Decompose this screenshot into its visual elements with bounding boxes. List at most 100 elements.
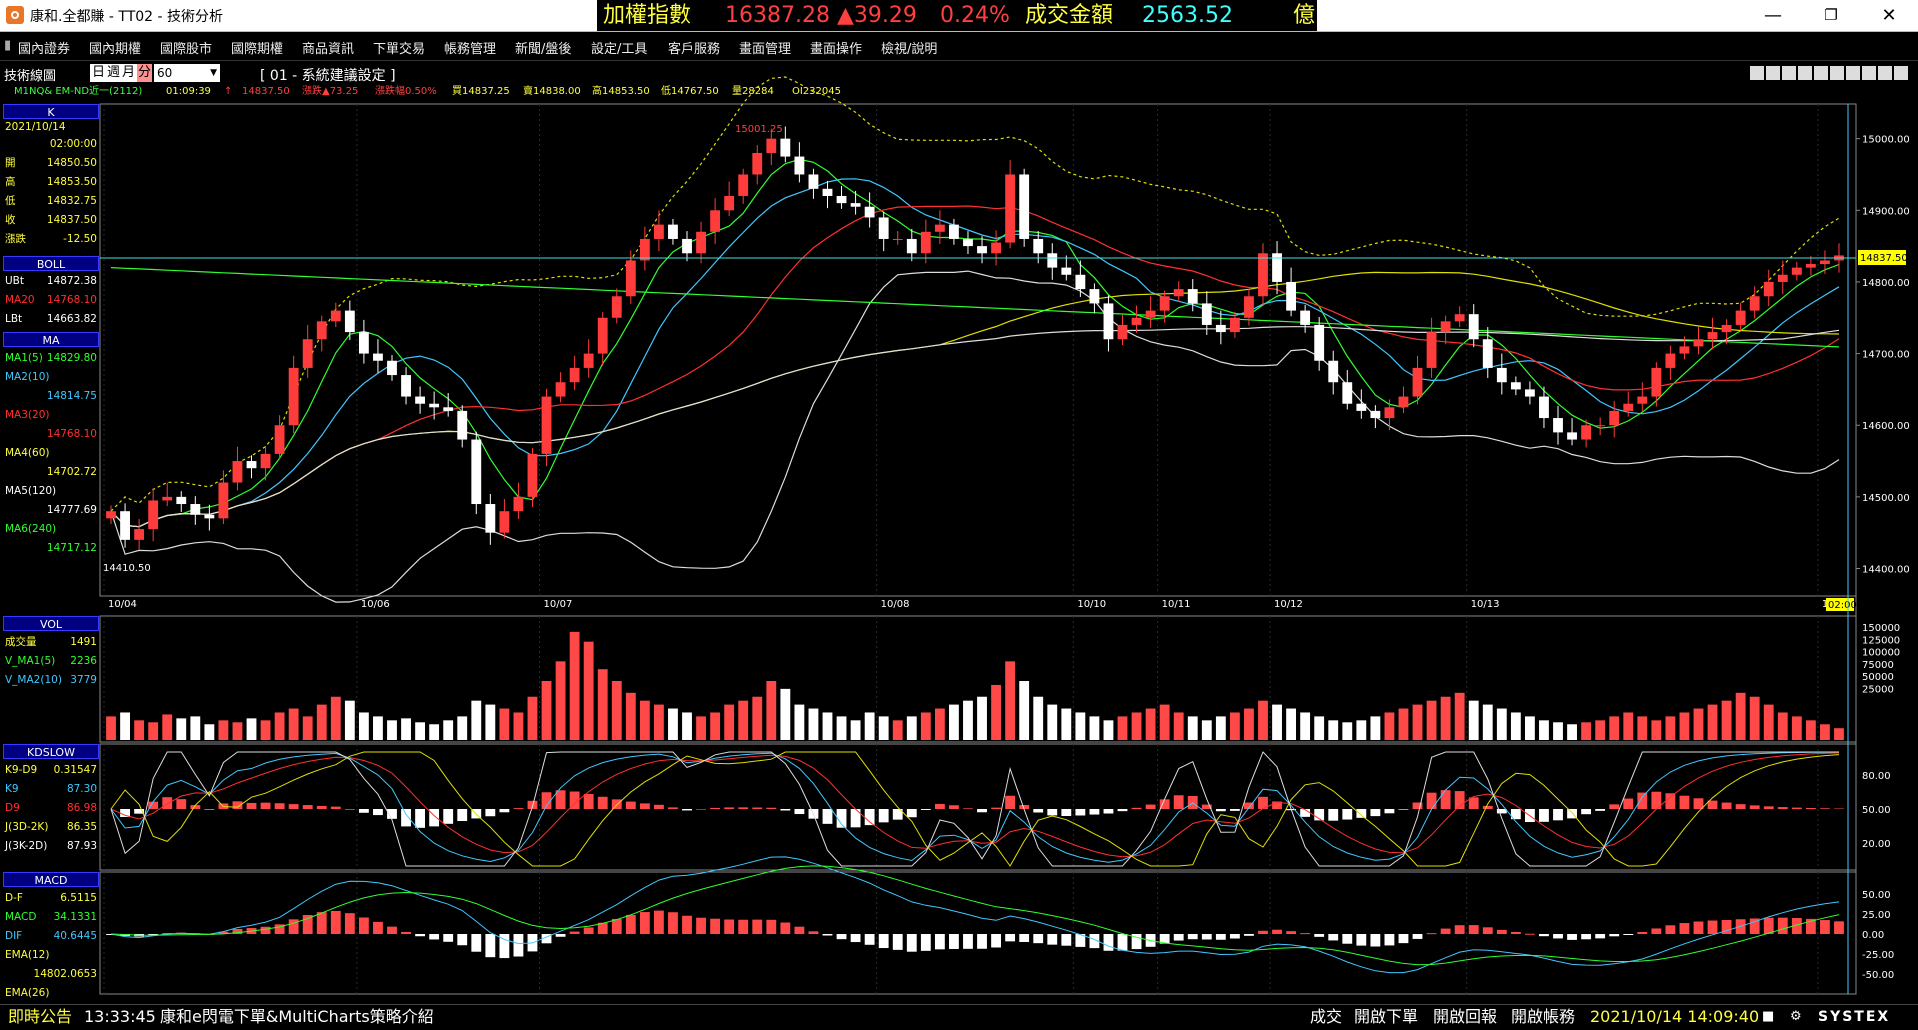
- volume-bar: [570, 632, 580, 740]
- volume-bar: [1216, 716, 1226, 740]
- kd-diff-bar: [626, 802, 636, 809]
- candle-body: [1567, 432, 1577, 439]
- candle-body: [345, 311, 355, 332]
- volume-bar: [598, 669, 608, 740]
- announcement-text[interactable]: 康和e閃電下單&MultiCharts策略介紹: [160, 1005, 434, 1029]
- volume-bar: [443, 720, 453, 740]
- volume-bar: [1061, 709, 1071, 740]
- date-label: 10/06: [361, 599, 390, 610]
- candle-body: [331, 311, 341, 322]
- macd-bar: [1567, 934, 1577, 940]
- macd-bar: [1581, 934, 1591, 939]
- macd-bar: [1413, 934, 1423, 939]
- volume-bar: [1778, 712, 1788, 740]
- volume-bar: [1146, 709, 1156, 740]
- candle-body: [809, 174, 819, 188]
- volume-bar: [1174, 712, 1184, 740]
- status-trade-button[interactable]: 成交: [1310, 1005, 1342, 1029]
- candle-body: [1736, 311, 1746, 325]
- candle-body: [1651, 368, 1661, 397]
- macd-bar: [1680, 923, 1690, 934]
- kd-diff-bar: [275, 803, 285, 809]
- candle-body: [1609, 411, 1619, 425]
- kd-diff-bar: [1118, 809, 1128, 811]
- volume-bar: [949, 705, 959, 740]
- candle-body: [1722, 325, 1732, 332]
- candle-body: [1469, 314, 1479, 339]
- macd-bar: [1778, 918, 1788, 934]
- candle-body: [1778, 275, 1788, 282]
- candle-body: [780, 139, 790, 157]
- kd-diff-bar: [935, 804, 945, 809]
- moving-average-lines: [111, 77, 1839, 602]
- macd-bar: [851, 934, 861, 942]
- candle-body: [766, 139, 776, 153]
- volume-bar: [1792, 716, 1802, 740]
- candle-body: [1342, 382, 1352, 403]
- volume-bar: [1441, 697, 1451, 740]
- candle-body: [275, 425, 285, 454]
- candle-body: [1104, 303, 1114, 339]
- volume-bar: [359, 712, 369, 740]
- macd-bar: [1834, 921, 1844, 934]
- candle-body: [443, 407, 453, 411]
- dif-line: [111, 857, 1839, 973]
- volume-bar: [1033, 697, 1043, 740]
- volume-bar: [387, 720, 397, 740]
- volume-bar: [1356, 720, 1366, 740]
- volume-bar: [991, 685, 1001, 740]
- volume-bar: [1736, 693, 1746, 740]
- macd-bar: [1455, 925, 1465, 934]
- macd-bar: [457, 934, 467, 945]
- volume-bar: [289, 709, 299, 740]
- candle-body: [148, 500, 158, 529]
- status-settings-icon[interactable]: ⚙: [1790, 1005, 1802, 1029]
- volume-bar: [1623, 712, 1633, 740]
- macd-bar: [654, 911, 664, 934]
- status-open-order-button[interactable]: 開啟下單: [1354, 1005, 1418, 1029]
- volume-bar: [233, 722, 243, 740]
- macd-bar: [1342, 934, 1352, 944]
- macd-bar: [1609, 934, 1619, 936]
- candle-body: [921, 232, 931, 253]
- volume-bar: [1314, 716, 1324, 740]
- macd-bar: [317, 912, 327, 934]
- volume-bar: [106, 716, 116, 740]
- status-open-account-button[interactable]: 開啟帳務: [1511, 1005, 1575, 1029]
- kd-diff-bar: [1441, 790, 1451, 809]
- volume-bar: [837, 716, 847, 740]
- kd-diff-bar: [1806, 808, 1816, 809]
- ma3-line: [111, 206, 1839, 527]
- status-lock-icon[interactable]: ■: [1762, 1005, 1774, 1029]
- kd-diff-bar: [1342, 809, 1352, 820]
- candle-body: [1497, 368, 1507, 382]
- volume-bar: [556, 661, 566, 740]
- announcement-time: 13:33:45: [84, 1005, 156, 1029]
- volume-bar: [1342, 722, 1352, 740]
- volume-bar: [724, 705, 734, 740]
- volume-bars: [106, 632, 1844, 740]
- kd-diff-bar: [1609, 804, 1619, 809]
- candle-body: [738, 174, 748, 195]
- kd-diff-bar: [1722, 803, 1732, 809]
- candle-body: [1314, 325, 1324, 361]
- status-open-report-button[interactable]: 開啟回報: [1433, 1005, 1497, 1029]
- macd-bar: [626, 915, 636, 934]
- price-tick-label: 14500.00: [1862, 493, 1910, 504]
- kd-diff-bar: [710, 808, 720, 809]
- candle-body: [668, 225, 678, 239]
- candle-body: [963, 239, 973, 246]
- kd-diff-bar: [1356, 809, 1366, 818]
- volume-bar: [1160, 705, 1170, 740]
- kd-diff-bar: [1595, 809, 1605, 811]
- candle-body: [935, 225, 945, 232]
- macd-bar: [682, 916, 692, 934]
- candle-body: [1300, 311, 1310, 325]
- candle-body: [162, 497, 172, 501]
- kd-diff-bar: [668, 807, 678, 809]
- candle-body: [794, 157, 804, 175]
- kd-diff-bar: [1033, 809, 1043, 812]
- candle-body: [1089, 289, 1099, 303]
- kd-pane: [100, 744, 1856, 870]
